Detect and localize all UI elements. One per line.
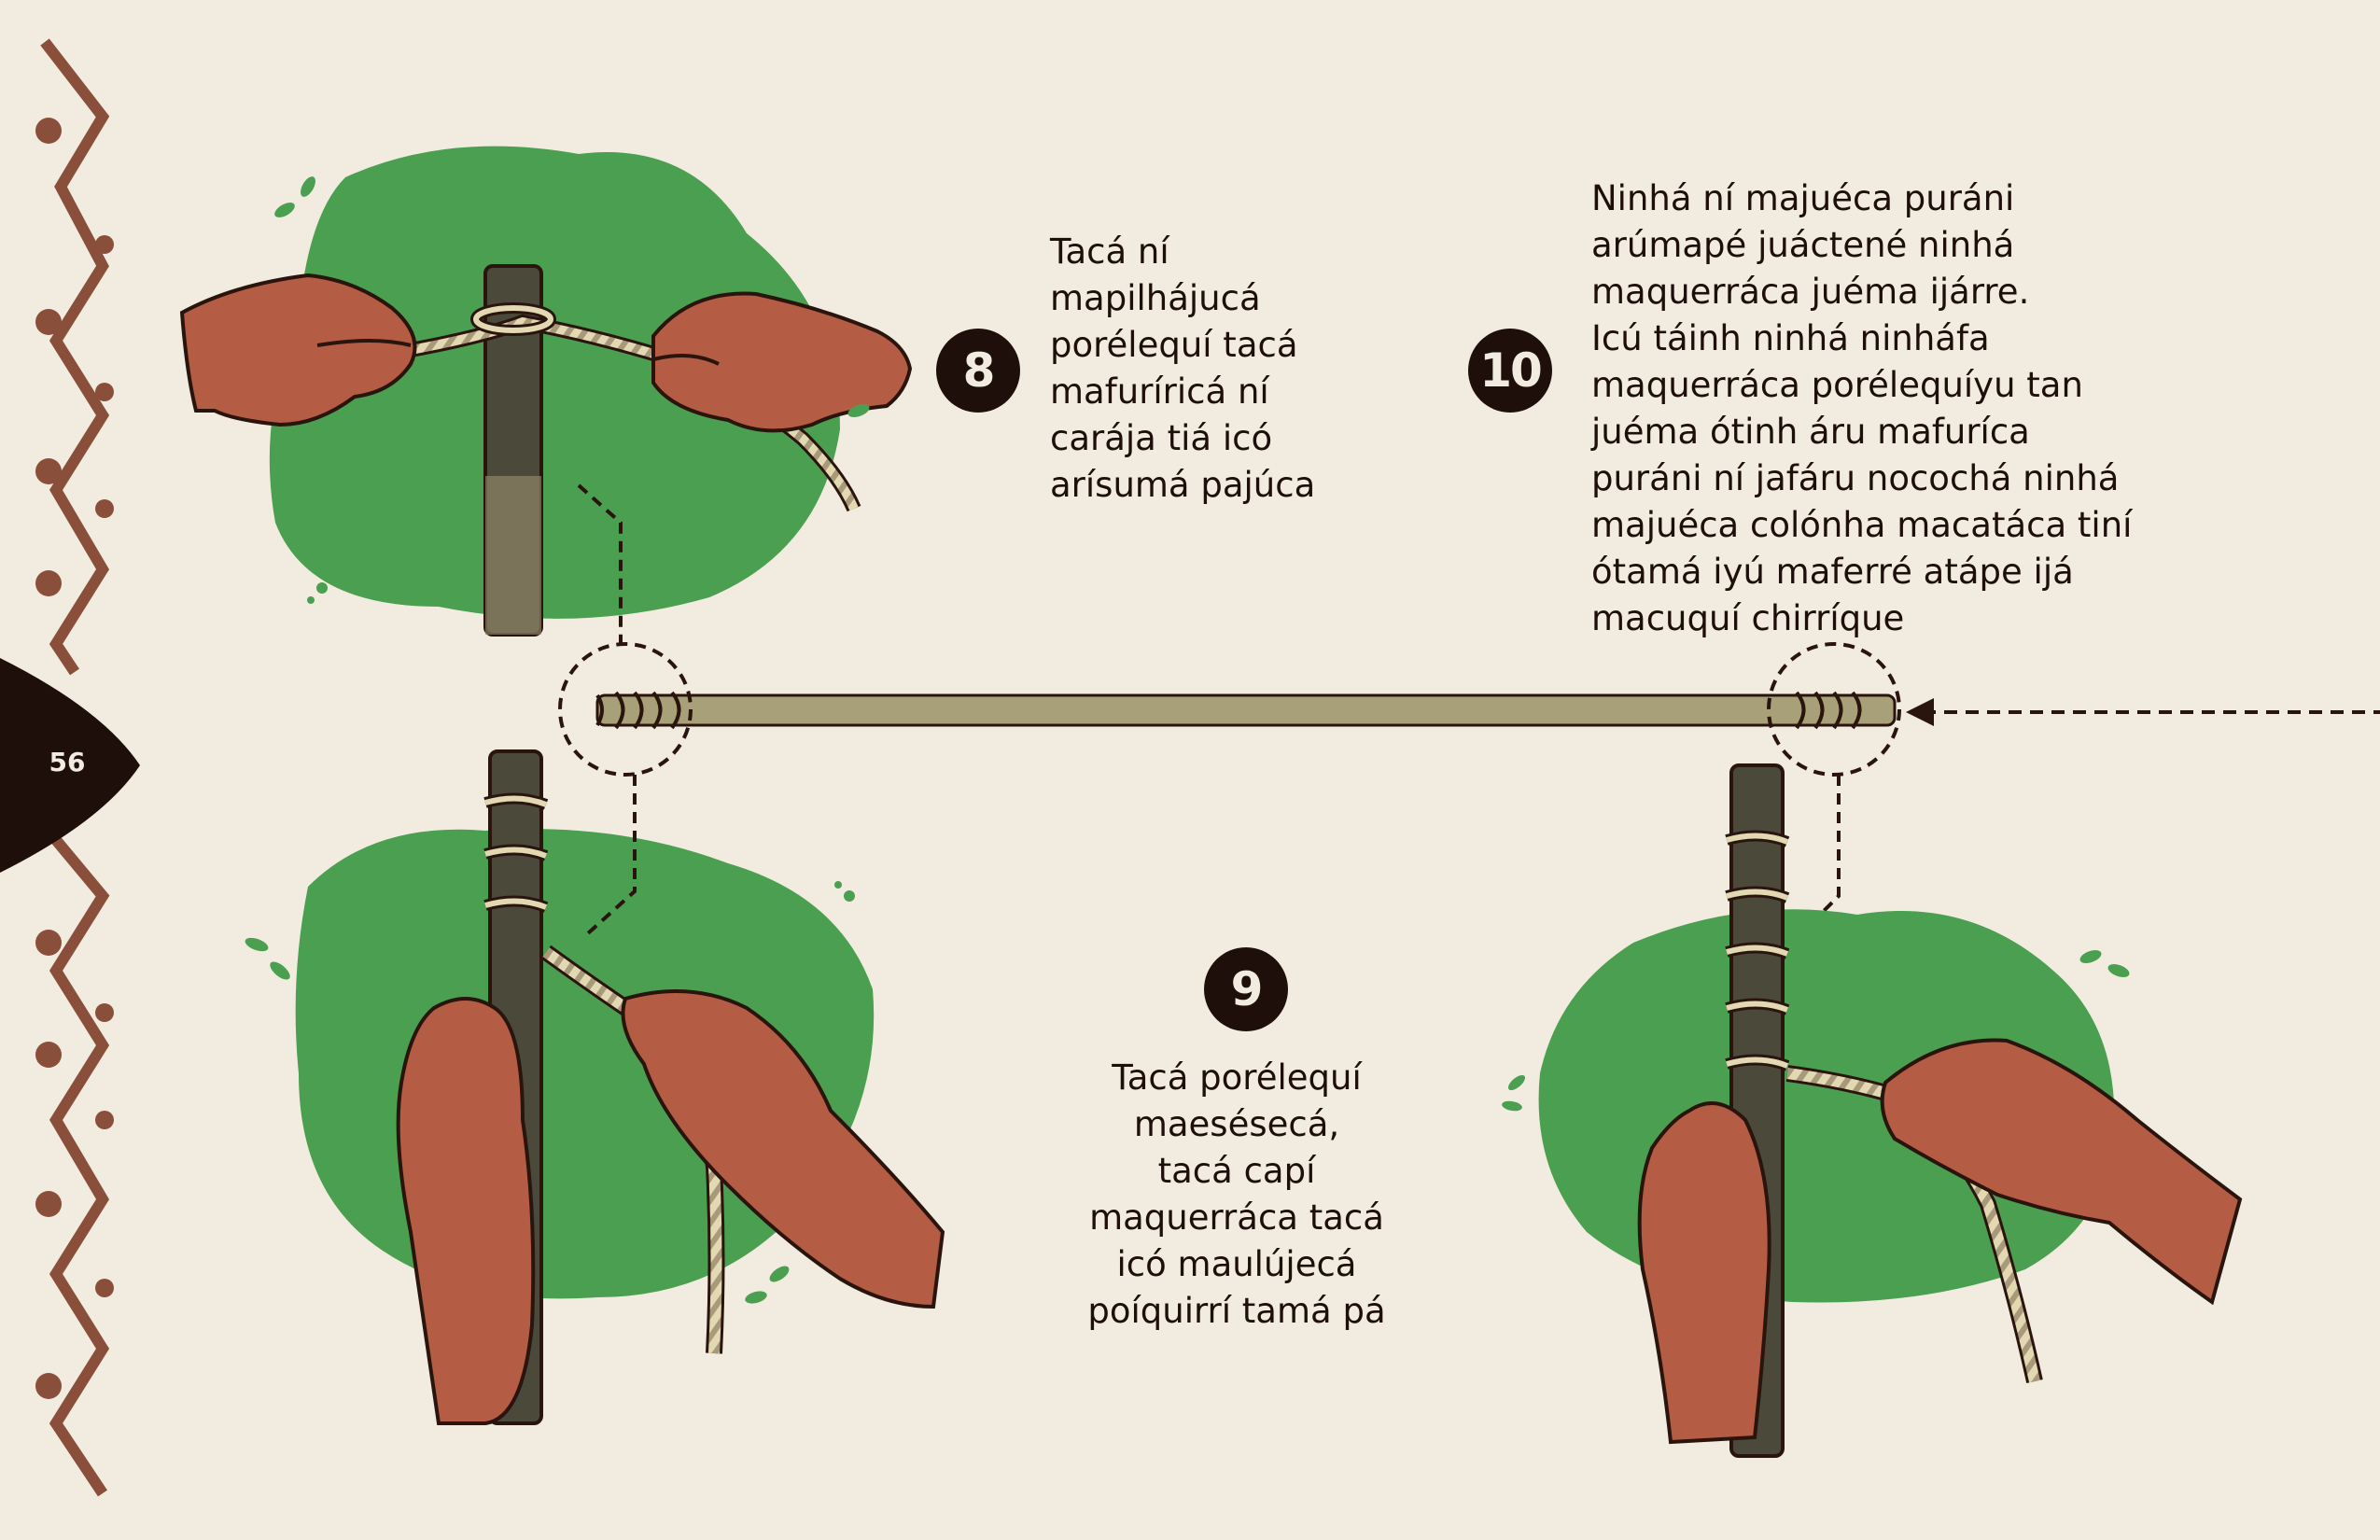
step-9-illustration: [245, 749, 945, 1425]
leaf-sprig-icon: [274, 176, 870, 604]
leaf-sprig-icon: [245, 881, 855, 1304]
step-9-badge: 9: [1204, 947, 1288, 1031]
arrow-left-icon: [1906, 698, 1934, 726]
leaf-sprig-icon: [1502, 950, 2130, 1112]
zigzag-border-icon: [40, 38, 110, 1497]
step-8-text: Tacá ní mapilhájucá porélequí tacá mafur…: [1050, 231, 1316, 505]
stick-overview: [558, 483, 2380, 940]
step-9-text: Tacá porélequí maesésecá, tacá capí maqu…: [1087, 1057, 1386, 1331]
step-10-text: Ninhá ní majuéca puráni arúmapé juáctené…: [1591, 178, 2133, 638]
border-dots: [35, 118, 114, 1399]
step-10-illustration: [1502, 763, 2243, 1458]
page-number: 56: [49, 747, 86, 777]
step-8-badge: 8: [936, 329, 1020, 413]
page-tab: [0, 658, 140, 873]
step-10-badge: 10: [1468, 329, 1552, 413]
step-8-illustration: [179, 146, 913, 637]
